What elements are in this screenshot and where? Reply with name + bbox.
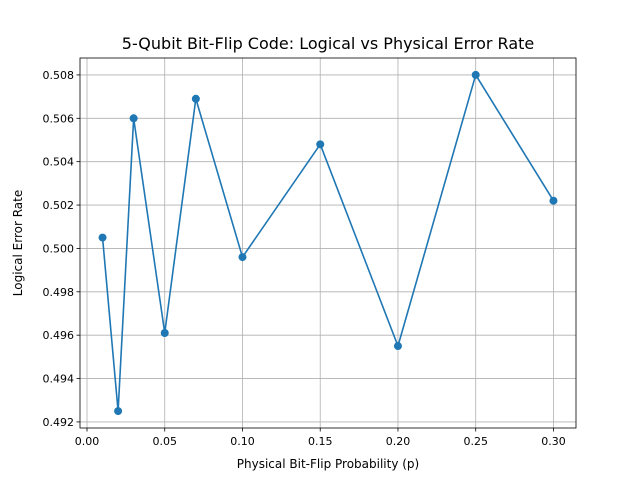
data-point [98, 233, 107, 242]
y-tick-label: 0.508 [43, 69, 75, 82]
y-tick-label: 0.494 [43, 373, 75, 386]
data-point [114, 407, 123, 416]
data-point [191, 94, 200, 103]
y-tick-label: 0.506 [43, 112, 75, 125]
x-tick-label: 0.30 [541, 435, 566, 448]
chart-title: 5-Qubit Bit-Flip Code: Logical vs Physic… [122, 34, 534, 53]
data-point [316, 140, 325, 149]
y-tick-label: 0.498 [43, 286, 75, 299]
y-tick-label: 0.492 [43, 416, 75, 429]
x-tick-label: 0.15 [308, 435, 333, 448]
axis-ticks: 0.00 0.05 0.10 0.15 0.20 0.25 0.30 0.492 0.494 0.… [43, 69, 566, 448]
x-tick-label: 0.00 [75, 435, 100, 448]
y-tick-label: 0.502 [43, 199, 75, 212]
y-axis-label: Logical Error Rate [11, 190, 25, 296]
y-tick-label: 0.504 [43, 156, 75, 169]
data-series [98, 70, 558, 416]
x-axis-label: Physical Bit-Flip Probability (p) [237, 457, 419, 471]
x-tick-label: 0.05 [152, 435, 177, 448]
y-tick-label: 0.496 [43, 329, 75, 342]
y-tick-label: 0.500 [43, 242, 75, 255]
grid-lines [80, 58, 576, 428]
data-point [129, 114, 138, 123]
x-tick-label: 0.25 [463, 435, 488, 448]
data-point [238, 253, 247, 262]
data-point [393, 342, 402, 351]
x-tick-label: 0.20 [386, 435, 411, 448]
x-tick-label: 0.10 [230, 435, 255, 448]
data-point [549, 196, 558, 205]
series-line [101, 74, 555, 412]
data-point [160, 329, 169, 338]
data-point [471, 70, 480, 79]
plot-frame [79, 57, 577, 429]
